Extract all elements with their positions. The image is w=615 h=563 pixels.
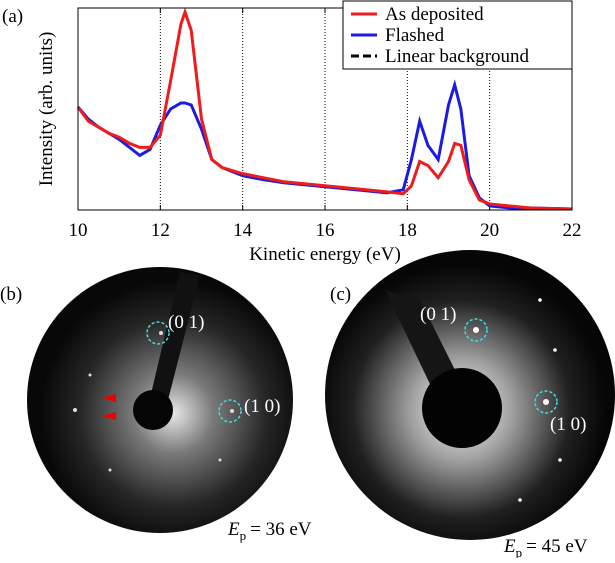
series-line <box>76 7 573 211</box>
leed-image-c <box>325 250 615 540</box>
energy-label: Ep = 45 eV <box>503 536 588 558</box>
plot: 10 12 14 16 18 20 22 Kinetic energy (eV) Intensi… <box>36 0 582 265</box>
energy-label: Ep = 36 eV <box>227 519 312 543</box>
y-axis-label: Intensity (arb. units) <box>36 32 57 187</box>
text: = 36 eV <box>250 519 312 540</box>
legend-label: Linear background <box>385 46 530 67</box>
symbol: E <box>503 536 516 557</box>
panel-label: (b) <box>0 284 22 305</box>
legend-label: Flashed <box>385 25 445 46</box>
legend-label: As deposited <box>385 4 484 25</box>
x-tick-label: 18 <box>398 220 417 241</box>
spot-label: (0 1) <box>168 312 204 333</box>
subscript: p <box>516 545 523 558</box>
x-tick-label: 16 <box>316 220 335 241</box>
x-tick-label: 10 <box>69 220 88 241</box>
panel-label: (c) <box>330 284 351 305</box>
spot-label: (1 0) <box>244 396 280 417</box>
symbol: E <box>227 519 240 540</box>
x-tick-label: 14 <box>233 220 253 241</box>
x-tick-label: 12 <box>151 220 170 241</box>
x-axis-label: Kinetic energy (eV) <box>249 244 401 265</box>
x-tick-label: 22 <box>563 220 582 241</box>
spot-label: (0 1) <box>420 304 456 325</box>
legend-box <box>342 0 573 70</box>
spot-label: (1 0) <box>550 414 586 435</box>
subscript: p <box>240 528 247 543</box>
panel-label: (a) <box>2 6 23 27</box>
leed-image-b <box>27 267 293 533</box>
plot-frame <box>77 7 573 211</box>
x-tick-label: 20 <box>480 220 499 241</box>
text: = 45 eV <box>526 536 588 557</box>
